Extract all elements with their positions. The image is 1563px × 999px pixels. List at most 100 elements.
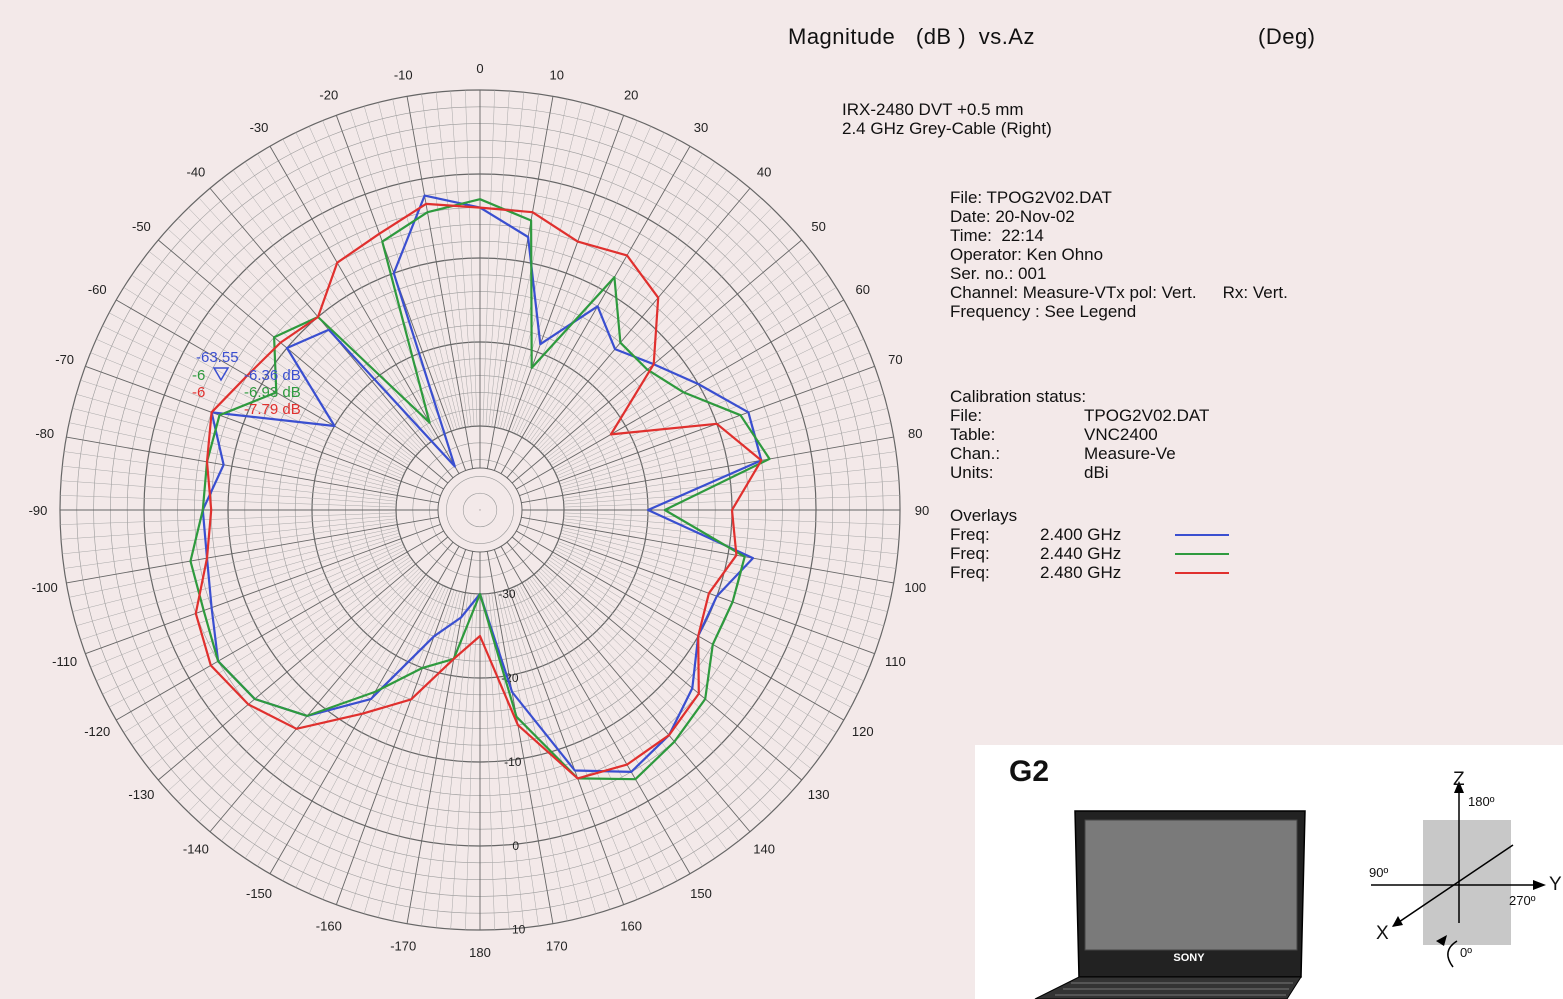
grid-spoke: [547, 559, 820, 758]
grid-spoke: [140, 559, 413, 758]
grid-spoke: [109, 312, 406, 471]
marker-label: -63.55: [196, 349, 239, 366]
grid-spoke: [559, 535, 880, 641]
grid-spoke: [516, 585, 665, 888]
grid-spoke: [560, 393, 884, 488]
cal-key: Units:: [950, 463, 994, 482]
marker-label: -6: [192, 367, 205, 384]
deg-180-label: 180º: [1468, 794, 1495, 809]
legend-item: Freq: 2.480 GHz: [950, 563, 1229, 582]
grid-spoke: [516, 299, 844, 490]
grid-spoke: [85, 365, 441, 497]
angle-tick-label: 120: [852, 724, 874, 739]
chart-title: Magnitude (dB ) vs.Az: [788, 24, 1035, 50]
angle-tick-label: 0: [476, 61, 483, 76]
angle-tick-label: 140: [753, 842, 775, 857]
grid-spoke: [109, 549, 406, 708]
grid-spoke: [486, 96, 554, 469]
legend-item: Freq: 2.440 GHz: [950, 544, 1229, 563]
legend-swatch: [1175, 571, 1229, 574]
grid-spoke: [562, 422, 891, 493]
grid-spoke: [64, 451, 397, 499]
device-line-2: 2.4 GHz Grey-Cable (Right): [842, 119, 1052, 138]
grid-spoke: [90, 541, 403, 668]
cal-value: dBi: [1084, 463, 1109, 482]
grid-spoke: [421, 94, 469, 427]
grid-spoke: [102, 325, 405, 474]
grid-spoke: [61, 480, 397, 505]
grid-spoke: [123, 287, 409, 466]
grid-spoke: [363, 106, 458, 430]
grid-spoke: [188, 207, 422, 450]
angle-tick-label: -100: [32, 580, 58, 595]
marker-triangle-icon: [212, 367, 230, 382]
calibration-row: Units: dBi: [950, 463, 1209, 482]
title-magnitude: Magnitude: [788, 24, 896, 49]
deg-270-label: 270º: [1509, 893, 1536, 908]
grid-spoke: [72, 408, 399, 490]
cal-value: TPOG2V02.DAT: [1084, 406, 1210, 425]
series-trace: [189, 198, 771, 781]
cal-key: Chan.:: [950, 444, 1001, 463]
calibration-row: File: TPOG2V02.DAT: [950, 406, 1209, 425]
marker-label: -6.36 dB: [244, 367, 301, 384]
grid-spoke: [500, 102, 582, 429]
device-plane: [1423, 820, 1511, 945]
angle-tick-label: -170: [390, 938, 416, 953]
grid-spoke: [61, 515, 397, 540]
grid-spoke: [167, 228, 418, 454]
measurement-info: File: TPOG2V02.DAT Date: 20-Nov-02 Time:…: [950, 188, 1288, 321]
angle-tick-label: -140: [183, 842, 209, 857]
grid-spoke: [76, 393, 400, 488]
angle-tick-label: -20: [319, 88, 338, 103]
grid-spoke: [198, 572, 424, 823]
grid-spoke: [148, 251, 414, 459]
orientation-inset: G2 SONY Z 180º 90º Y 270º X 0º: [975, 745, 1563, 999]
calibration-heading: Calibration status:: [950, 387, 1087, 406]
grid-spoke: [465, 593, 478, 930]
grid-spoke: [491, 94, 539, 427]
grid-spoke: [116, 530, 444, 721]
grid-spoke: [519, 523, 875, 655]
grid-spoke: [536, 197, 762, 448]
grid-spoke: [519, 365, 875, 497]
grid-spoke: [96, 338, 404, 477]
legend-frequency: 2.480 GHz: [1040, 563, 1122, 582]
angle-tick-label: 80: [908, 426, 922, 441]
grid-spoke: [72, 530, 399, 612]
marker-label: -7.79 dB: [244, 401, 301, 418]
grid-spoke: [542, 566, 793, 792]
title-vs-az: vs.Az: [978, 24, 1035, 49]
grid-spoke: [555, 325, 858, 474]
grid-spoke: [546, 561, 812, 769]
grid-spoke: [500, 546, 691, 874]
grid-spoke: [378, 102, 460, 429]
polar-chart: 0 102030405060708090100110120130140150160…: [29, 61, 930, 960]
grid-spoke: [551, 287, 837, 466]
deg-0-label: 0º: [1460, 945, 1472, 960]
grid-spoke: [562, 527, 891, 598]
grid-spoke: [209, 541, 454, 833]
legend: Overlays Freq: 2.400 GHz Freq: 2.440 GHz F…: [950, 506, 1229, 582]
grid-spoke: [66, 436, 439, 504]
grid-spoke: [282, 584, 441, 881]
angle-tick-label: -110: [52, 654, 77, 669]
grid-spoke: [542, 228, 793, 454]
angle-tick-label: -70: [55, 352, 74, 367]
angle-tick-label: 40: [757, 164, 771, 179]
cal-key: Table:: [950, 425, 996, 444]
grid-spoke: [551, 554, 837, 733]
info-channel: Channel: Measure-VTx pol: Vert. Rx: Vert.: [950, 283, 1288, 302]
marker-label: -6: [192, 384, 205, 401]
legend-swatch: [1175, 533, 1229, 536]
grid-spoke: [526, 579, 716, 859]
grid-spoke: [69, 527, 398, 598]
angle-tick-label: 170: [546, 938, 568, 953]
x-axis: [1392, 844, 1514, 927]
grid-spoke: [269, 546, 460, 874]
angle-tick-label: -50: [132, 219, 151, 234]
angle-tick-label: 150: [690, 886, 712, 901]
angle-tick-label: 10: [550, 68, 564, 83]
grid-spoke: [513, 126, 652, 434]
grid-spoke: [123, 554, 409, 733]
